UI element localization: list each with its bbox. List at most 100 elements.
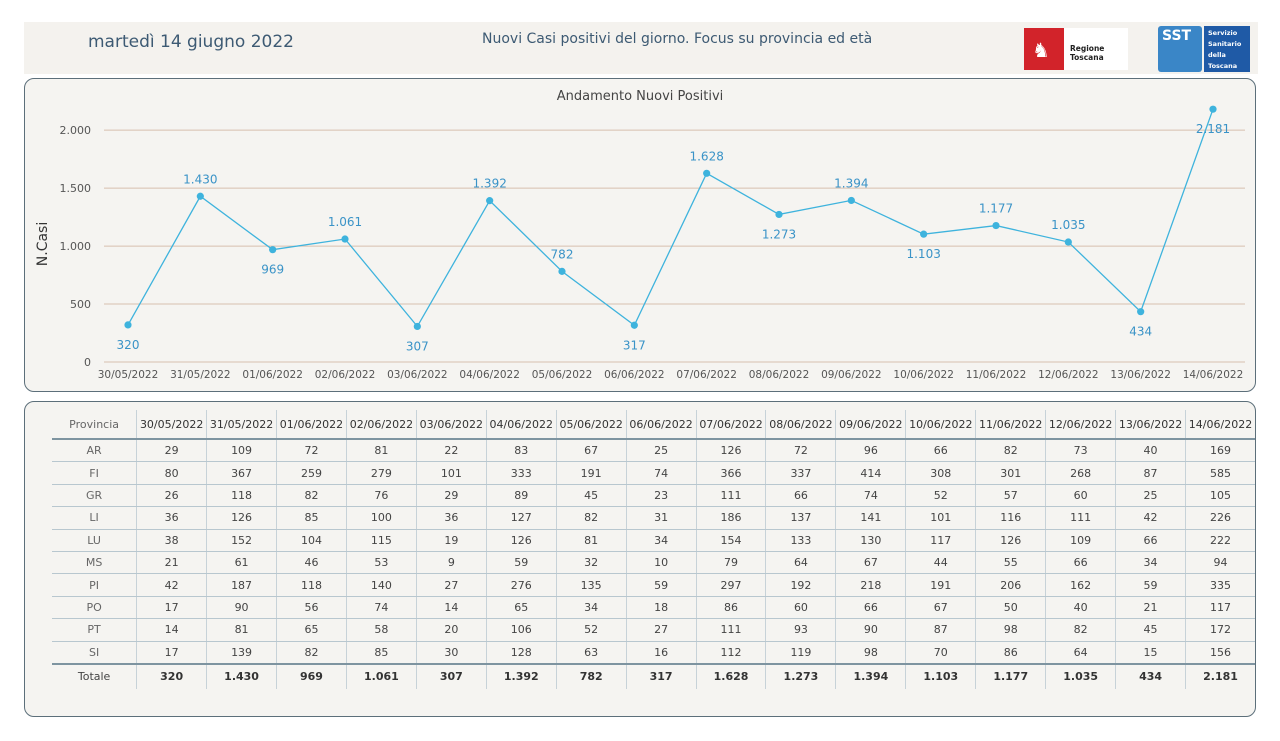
data-label: 307 (406, 339, 429, 353)
data-point (992, 221, 1000, 230)
table-cell: 333 (485, 461, 557, 485)
table-cell: 100 (345, 506, 417, 530)
y-tick-label: 500 (70, 298, 91, 311)
table-cell: 1.273 (765, 662, 836, 689)
table-cell: 73 (1045, 439, 1116, 463)
table-cell: 74 (835, 484, 906, 508)
table-cell: 226 (1185, 506, 1255, 530)
page-title: Nuovi Casi positivi del giorno. Focus su… (482, 31, 873, 47)
table-cell: 191 (555, 461, 627, 485)
table-cell: 72 (765, 439, 836, 463)
table-cell: 67 (905, 596, 976, 620)
line-chart: Andamento Nuovi Positivi N.Casi 0 500 1.000 1… (35, 89, 1245, 381)
data-point (703, 169, 711, 177)
x-tick-label: 10/06/2022 (893, 369, 954, 381)
table-cell: 34 (625, 529, 697, 552)
table-cell: 65 (276, 618, 347, 642)
table-cell: 66 (765, 484, 836, 508)
column-header-date: 13/06/2022 (1115, 410, 1186, 440)
column-header-date: 08/06/2022 (765, 410, 836, 440)
table-cell: 301 (975, 461, 1046, 485)
x-tick-label: 12/06/2022 (1038, 369, 1099, 381)
table-cell: 94 (1185, 551, 1255, 575)
total-row: Totale 320 1.430 969 1.061 307 1.392 782 317 1.62… (52, 662, 1255, 689)
column-header-date: 02/06/2022 (345, 410, 417, 440)
header-bar: martedì 14 giugno 2022 Nuovi Casi positi… (24, 22, 1258, 74)
table-cell: 81 (206, 618, 277, 642)
table-cell: 2.181 (1185, 662, 1255, 689)
x-tick-label: 31/05/2022 (170, 369, 231, 381)
sst-logo-line: della (1208, 51, 1226, 59)
regione-toscana-logo: ♞ Regione Toscana (1024, 28, 1128, 70)
table-cell: 18 (625, 596, 697, 620)
table-cell: 25 (1115, 484, 1186, 508)
table-cell: 367 (206, 461, 277, 485)
table-cell: 85 (345, 641, 417, 665)
data-label: 1.061 (328, 215, 362, 229)
table-cell: 72 (276, 439, 347, 463)
table-cell: 86 (695, 596, 766, 620)
table-cell: 82 (276, 484, 347, 508)
table-cell: 106 (485, 618, 557, 642)
data-label: 1.035 (1051, 218, 1085, 232)
data-label: 1.273 (762, 227, 796, 241)
table-cell: 320 (136, 662, 207, 689)
table-cell: 82 (975, 439, 1046, 463)
series-line (127, 108, 1214, 328)
table-cell: 127 (485, 506, 557, 530)
table-cell: 109 (1045, 529, 1116, 552)
table-cell: 30 (415, 641, 487, 665)
table-cell: 96 (835, 439, 906, 463)
data-label: 317 (623, 338, 646, 352)
regione-toscana-logo-text: Regione Toscana (1070, 44, 1105, 62)
data-point (847, 196, 855, 205)
table-cell: 14 (136, 618, 207, 642)
table-cell: 29 (415, 484, 487, 508)
table-row: FI 80 367 259 279 101 333 191 74 366 337 414 308 301 2… (52, 461, 1255, 485)
table-cell: 186 (695, 506, 766, 530)
table-cell: 156 (1185, 641, 1255, 665)
table-cell: 34 (555, 596, 627, 620)
table-cell: 140 (345, 573, 417, 597)
province-name: PT (52, 618, 137, 642)
x-tick-label: 13/06/2022 (1110, 369, 1171, 381)
column-header-date: 06/06/2022 (625, 410, 697, 440)
table-cell: 126 (975, 529, 1046, 552)
table-row: PI 42 187 118 140 27 276 135 59 297 192 218 191 206 16… (52, 573, 1255, 597)
x-tick-label: 11/06/2022 (966, 369, 1027, 381)
table-row: LI 36 126 85 100 36 127 82 31 186 137 141 101 116 111 4… (52, 506, 1255, 530)
column-header-date: 11/06/2022 (975, 410, 1046, 440)
table-cell: 585 (1185, 461, 1255, 485)
column-header-date: 07/06/2022 (695, 410, 766, 440)
table-cell: 87 (1115, 461, 1186, 485)
data-label: 1.628 (689, 149, 723, 163)
table-cell: 169 (1185, 439, 1255, 463)
table-row: LU 38 152 104 115 19 126 81 34 154 133 130 117 126 109… (52, 529, 1255, 552)
x-tick-label: 03/06/2022 (387, 369, 448, 381)
table-cell: 118 (206, 484, 277, 508)
table-cell: 152 (206, 529, 277, 552)
province-name: LI (52, 506, 137, 530)
table-cell: 111 (1045, 506, 1116, 530)
x-tick-label: 06/06/2022 (604, 369, 665, 381)
table-cell: 259 (276, 461, 347, 485)
table-cell: 137 (765, 506, 836, 530)
table-cell: 29 (136, 439, 207, 463)
table-cell: 52 (555, 618, 627, 642)
pegasus-icon: ♞ (1024, 28, 1064, 70)
table-cell: 17 (136, 641, 207, 665)
table-cell: 65 (485, 596, 557, 620)
data-label: 2.181 (1196, 122, 1230, 136)
x-tick-label: 01/06/2022 (242, 369, 303, 381)
data-label: 1.103 (906, 247, 940, 261)
table-cell: 98 (835, 641, 906, 665)
table-cell: 45 (1115, 618, 1186, 642)
table-cell: 126 (206, 506, 277, 530)
chart-card: Andamento Nuovi Positivi N.Casi 0 500 1.000 1… (24, 78, 1256, 392)
table-cell: 317 (625, 662, 697, 689)
table-cell: 40 (1045, 596, 1116, 620)
table-cell: 66 (835, 596, 906, 620)
table-cell: 117 (905, 529, 976, 552)
table-cell: 64 (1045, 641, 1116, 665)
table-row: MS 21 61 46 53 9 59 32 10 79 64 67 44 55 66 34 94 (52, 551, 1255, 575)
